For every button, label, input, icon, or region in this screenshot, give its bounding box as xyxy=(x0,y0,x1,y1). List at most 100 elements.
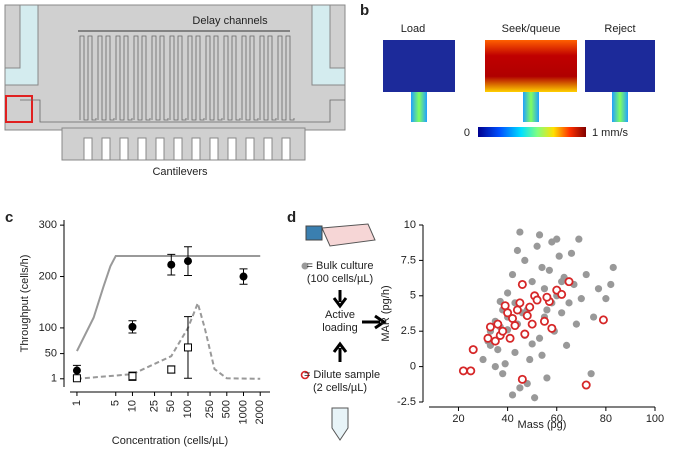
delay-channel xyxy=(133,35,151,121)
cantilever xyxy=(209,137,219,161)
point xyxy=(517,374,527,384)
point xyxy=(501,360,509,368)
x-tick-label: 2000 xyxy=(254,400,266,424)
point xyxy=(505,333,515,343)
x-tick-label: 10 xyxy=(126,400,138,412)
x-tick-label: 50 xyxy=(165,400,177,412)
point xyxy=(516,228,524,236)
y-tick-label: -2.5 xyxy=(397,396,416,408)
flow-label: Active xyxy=(325,309,355,321)
x-axis-label: Concentration (cells/µL) xyxy=(112,435,228,447)
point xyxy=(607,280,615,289)
point xyxy=(494,346,502,354)
point xyxy=(521,256,529,264)
y-tick-label: 10 xyxy=(404,219,416,231)
point xyxy=(483,333,493,343)
y-tick-label: 0 xyxy=(410,361,416,373)
point xyxy=(538,351,546,359)
point xyxy=(538,263,546,272)
flow-label: loading xyxy=(322,322,357,334)
diagram-title: Delay channels xyxy=(192,15,268,27)
point xyxy=(581,380,591,390)
point xyxy=(533,242,541,250)
point xyxy=(535,334,544,342)
x-tick-label: 25 xyxy=(148,400,160,412)
y-tick-label: 300 xyxy=(39,219,57,231)
diagram-label: Cantilevers xyxy=(152,166,208,178)
point xyxy=(542,292,552,302)
delay-channel xyxy=(277,35,295,121)
point xyxy=(499,370,507,378)
point xyxy=(498,326,508,336)
point xyxy=(128,372,137,381)
x-tick-label: 1000 xyxy=(237,400,249,424)
delay-channel xyxy=(259,35,277,121)
point xyxy=(167,260,176,269)
x-tick-label: 250 xyxy=(204,400,216,418)
flow-maps xyxy=(383,40,655,137)
delay-channel xyxy=(97,35,115,121)
point xyxy=(528,340,536,348)
point xyxy=(503,308,513,318)
point xyxy=(479,355,487,364)
delay-channel xyxy=(169,35,187,121)
view-label: Reject xyxy=(604,23,635,35)
point xyxy=(531,394,539,402)
delay-channel xyxy=(151,35,169,121)
panel-label: d xyxy=(287,209,296,226)
point xyxy=(526,355,534,364)
x-tick-label: 100 xyxy=(646,413,664,425)
point xyxy=(167,365,176,374)
point xyxy=(539,316,549,326)
cantilever xyxy=(101,137,111,161)
x-tick-label: 60 xyxy=(551,413,563,425)
point xyxy=(517,279,527,289)
delay-channel xyxy=(115,35,133,121)
point xyxy=(575,235,583,243)
point xyxy=(557,289,567,299)
flow-icons xyxy=(300,223,387,441)
point xyxy=(515,298,525,308)
point xyxy=(513,246,522,255)
y-tick-label: 100 xyxy=(39,322,57,334)
point xyxy=(508,270,517,279)
point xyxy=(594,285,603,293)
point xyxy=(522,311,532,321)
point xyxy=(490,336,500,346)
legend-label: = Bulk culture xyxy=(307,260,374,272)
point xyxy=(508,313,518,323)
legend-label: (2 cells/µL) xyxy=(313,382,367,394)
point xyxy=(466,366,476,376)
y-tick-label: 2.5 xyxy=(401,325,416,337)
colorbar-label: 1 mm/s xyxy=(592,127,629,139)
view-label: Load xyxy=(401,23,425,35)
point xyxy=(183,343,192,352)
point xyxy=(547,323,557,333)
delay-channel xyxy=(223,35,241,121)
point xyxy=(532,295,542,305)
point xyxy=(485,322,495,332)
colorbar-label: 0 xyxy=(464,127,470,139)
x-tick-label: 20 xyxy=(452,413,464,425)
point xyxy=(535,231,544,239)
point xyxy=(72,374,81,383)
point xyxy=(239,272,248,281)
delay-channel xyxy=(187,35,205,121)
point xyxy=(128,322,137,331)
x-tick-label: 1 xyxy=(71,400,83,406)
point xyxy=(567,249,576,257)
cantilever xyxy=(245,137,255,161)
y-axis-label: Throughput (cells/h) xyxy=(19,255,31,353)
curve xyxy=(76,300,261,380)
x-axis-label: Mass (pg) xyxy=(518,419,567,431)
point xyxy=(491,363,499,371)
point xyxy=(525,302,535,312)
point xyxy=(572,320,580,328)
cantilever xyxy=(119,137,129,161)
x-tick-label: 5 xyxy=(110,400,122,406)
point xyxy=(527,319,537,329)
view-label: Seek/queue xyxy=(502,23,561,35)
point xyxy=(543,306,551,314)
point xyxy=(528,278,536,286)
point xyxy=(589,313,598,321)
